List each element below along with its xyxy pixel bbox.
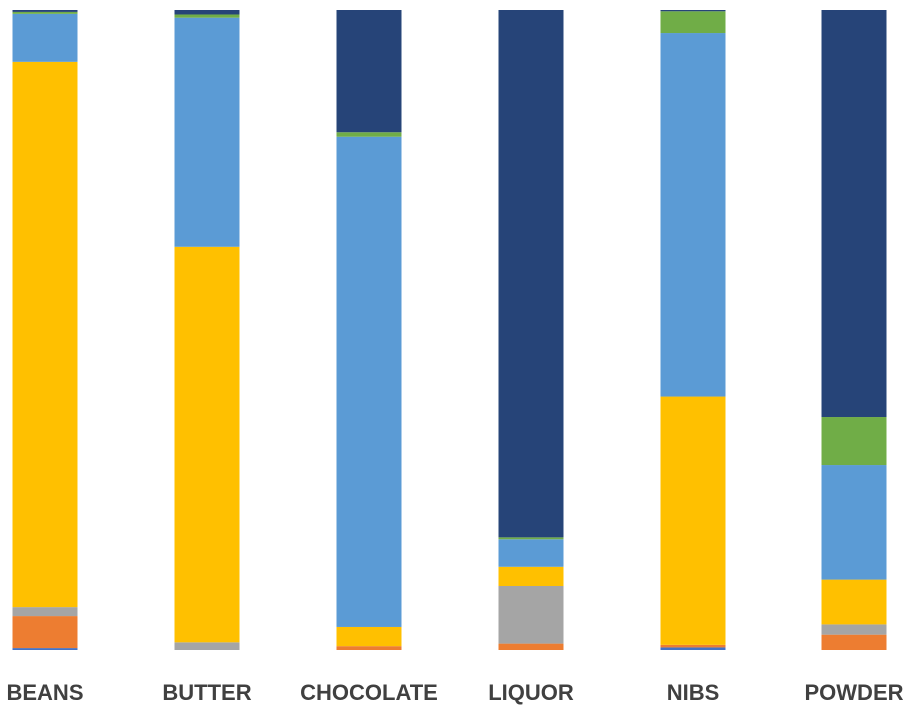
bar-segment-powder-4	[821, 465, 887, 580]
bar-stack-butter	[174, 10, 240, 650]
category-label-nibs: NIBS	[667, 680, 720, 705]
bar-segment-butter-4	[174, 17, 240, 247]
bar-segment-liquor-4	[498, 539, 564, 567]
bar-stack-chocolate	[336, 10, 402, 650]
bar-segment-beans-2	[12, 607, 78, 617]
bar-segment-powder-6	[821, 10, 887, 418]
bar-segment-nibs-0	[660, 647, 726, 650]
bar-segment-beans-6	[12, 10, 78, 12]
bar-segment-nibs-6	[660, 10, 726, 12]
bar-segment-powder-3	[821, 579, 887, 625]
bar-stack-nibs	[660, 10, 726, 650]
bar-stack-liquor	[498, 10, 564, 650]
bar-segment-beans-1	[12, 616, 78, 649]
bar-segment-powder-1	[821, 634, 887, 650]
bar-segment-powder-5	[821, 417, 887, 466]
bar-segment-chocolate-5	[336, 132, 402, 137]
bar-stack-powder	[821, 10, 887, 650]
bar-segment-liquor-6	[498, 10, 564, 538]
bar-segment-butter-6	[174, 10, 240, 15]
bar-segment-nibs-1	[660, 644, 726, 648]
bar-segment-beans-5	[12, 11, 78, 14]
bar-segment-liquor-2	[498, 586, 564, 644]
category-label-liquor: LIQUOR	[488, 680, 574, 705]
bar-segment-nibs-3	[660, 396, 726, 645]
bar-segment-chocolate-1	[336, 646, 402, 650]
bar-segment-butter-2	[174, 642, 240, 650]
bar-segment-chocolate-6	[336, 10, 402, 133]
category-label-chocolate: CHOCOLATE	[300, 680, 438, 705]
bar-segment-chocolate-4	[336, 136, 402, 627]
bars-layer	[12, 10, 887, 650]
category-label-butter: BUTTER	[162, 680, 251, 705]
bar-segment-liquor-3	[498, 566, 564, 586]
bar-segment-nibs-5	[660, 11, 726, 34]
bar-segment-liquor-5	[498, 537, 564, 540]
bar-segment-chocolate-3	[336, 626, 402, 647]
bar-segment-beans-3	[12, 61, 78, 608]
bar-segment-liquor-1	[498, 643, 564, 650]
category-label-powder: POWDER	[805, 680, 904, 705]
bar-segment-butter-5	[174, 14, 240, 18]
bar-stack-beans	[12, 10, 78, 650]
bar-segment-powder-2	[821, 624, 887, 635]
bar-segment-beans-4	[12, 13, 78, 62]
category-labels: BEANS BUTTER CHOCOLATE LIQUOR NIBS POWDER	[6, 680, 903, 705]
bar-segment-beans-0	[12, 648, 78, 650]
bar-segment-nibs-4	[660, 33, 726, 397]
bar-segment-butter-3	[174, 246, 240, 643]
category-label-beans: BEANS	[6, 680, 83, 705]
